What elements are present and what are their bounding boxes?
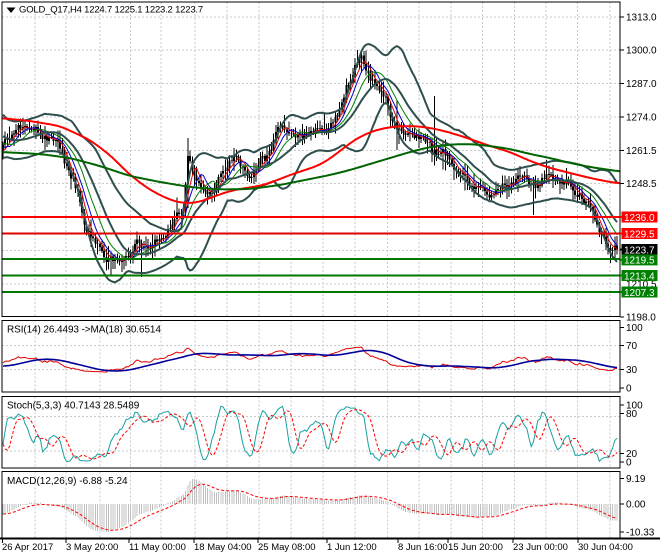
svg-text:8 Jun 16:00: 8 Jun 16:00 [398, 542, 448, 553]
svg-text:MACD(12,26,9) -6.88 -5.24: MACD(12,26,9) -6.88 -5.24 [7, 476, 128, 487]
svg-text:23 Jun 00:00: 23 Jun 00:00 [513, 542, 568, 553]
svg-text:30 Jun 04:00: 30 Jun 04:00 [578, 542, 633, 553]
svg-text:RSI(14) 26.4493 ->MA(18) 30.6: RSI(14) 26.4493 ->MA(18) 30.6514 [7, 325, 161, 336]
svg-text:GOLD_Q17,H4 1224.7 1225.1 122: GOLD_Q17,H4 1224.7 1225.1 1223.2 1223.7 [19, 5, 203, 16]
svg-text:1223.7: 1223.7 [624, 245, 655, 256]
svg-text:100: 100 [626, 401, 643, 412]
svg-text:20: 20 [626, 449, 638, 460]
svg-text:1313.0: 1313.0 [626, 12, 657, 23]
svg-text:1274.0: 1274.0 [626, 112, 657, 123]
svg-text:3 May 20:00: 3 May 20:00 [66, 542, 118, 553]
svg-text:100: 100 [626, 323, 643, 334]
svg-text:1219.5: 1219.5 [624, 256, 655, 267]
svg-text:1236.0: 1236.0 [624, 213, 655, 224]
svg-text:1207.3: 1207.3 [624, 288, 655, 299]
svg-text:1287.0: 1287.0 [626, 79, 657, 90]
svg-text:70: 70 [626, 341, 638, 352]
svg-text:25 May 08:00: 25 May 08:00 [258, 542, 316, 553]
svg-text:1229.5: 1229.5 [624, 229, 655, 240]
svg-text:11 May 00:00: 11 May 00:00 [129, 542, 186, 553]
svg-text:30: 30 [626, 365, 638, 376]
svg-text:0: 0 [626, 383, 632, 394]
svg-text:18 May 04:00: 18 May 04:00 [194, 542, 252, 553]
svg-text:Stoch(5,3,3) 40.7143 28.5489: Stoch(5,3,3) 40.7143 28.5489 [7, 401, 140, 412]
svg-text:15 Jun 20:00: 15 Jun 20:00 [448, 542, 503, 553]
svg-text:1198.0: 1198.0 [626, 313, 656, 324]
svg-text:1261.5: 1261.5 [626, 146, 657, 157]
svg-text:-10.33: -10.33 [626, 527, 655, 538]
svg-text:1248.5: 1248.5 [626, 179, 657, 190]
svg-text:9.19: 9.19 [626, 474, 646, 485]
svg-text:0: 0 [626, 458, 632, 469]
svg-text:1210.5: 1210.5 [626, 279, 657, 290]
svg-text:1300.0: 1300.0 [626, 46, 657, 57]
svg-text:26 Apr 2017: 26 Apr 2017 [2, 542, 53, 553]
svg-text:80: 80 [626, 409, 638, 420]
svg-text:0.00: 0.00 [626, 499, 646, 510]
svg-text:1213.4: 1213.4 [624, 271, 655, 282]
svg-text:1 Jun 12:00: 1 Jun 12:00 [327, 542, 377, 553]
